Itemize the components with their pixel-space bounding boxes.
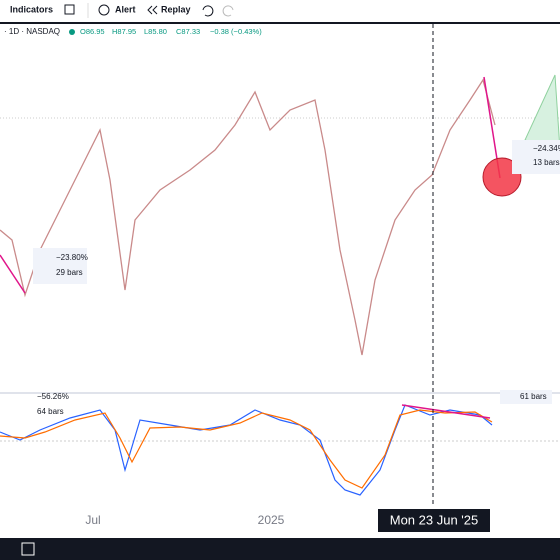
bottom-icon[interactable] <box>21 542 35 556</box>
measure-percent: −24.34% <box>533 144 560 153</box>
high: H87.95 <box>112 27 136 36</box>
trend-line <box>0 254 26 294</box>
templates-icon[interactable] <box>64 4 75 15</box>
toolbar-border <box>0 22 560 24</box>
redo-icon[interactable] <box>222 5 234 17</box>
symbol-label: · 1D · NASDAQ <box>4 27 60 36</box>
measure-box <box>33 248 87 284</box>
bottom-bar <box>0 538 560 560</box>
signal-line <box>0 409 493 489</box>
crosshair-label-box <box>378 509 490 532</box>
replay-button[interactable]: Replay <box>161 4 191 14</box>
alert-icon[interactable] <box>98 4 110 16</box>
macd-line <box>0 404 493 496</box>
status-dot <box>69 29 75 35</box>
measure-percent: −56.26% <box>37 392 69 401</box>
time-label: Jul <box>85 513 100 527</box>
highlight-circle <box>482 157 522 197</box>
open: O86.95 <box>80 27 105 36</box>
measure-bars: 61 bars <box>520 392 547 401</box>
alert-button[interactable]: Alert <box>115 4 136 14</box>
low: L85.80 <box>144 27 167 36</box>
close: C87.33 <box>176 27 200 36</box>
undo-icon[interactable] <box>202 5 214 17</box>
toolbar <box>0 0 560 22</box>
price-series <box>0 78 496 356</box>
measure-box <box>500 390 552 404</box>
time-label: 2025 <box>258 513 285 527</box>
change: −0.38 (−0.43%) <box>210 27 262 36</box>
indicators-button[interactable]: Indicators <box>10 4 53 14</box>
measure-bars: 64 bars <box>37 407 64 416</box>
measure-bars: 13 bars <box>533 158 560 167</box>
replay-icon[interactable] <box>147 5 158 15</box>
measure-bars: 29 bars <box>56 268 83 277</box>
measure-percent: −23.80% <box>56 253 88 262</box>
measure-box <box>512 140 560 174</box>
divergence-line <box>401 404 491 419</box>
crosshair-label: Mon 23 Jun '25 <box>390 512 479 527</box>
green-measure <box>524 74 560 151</box>
